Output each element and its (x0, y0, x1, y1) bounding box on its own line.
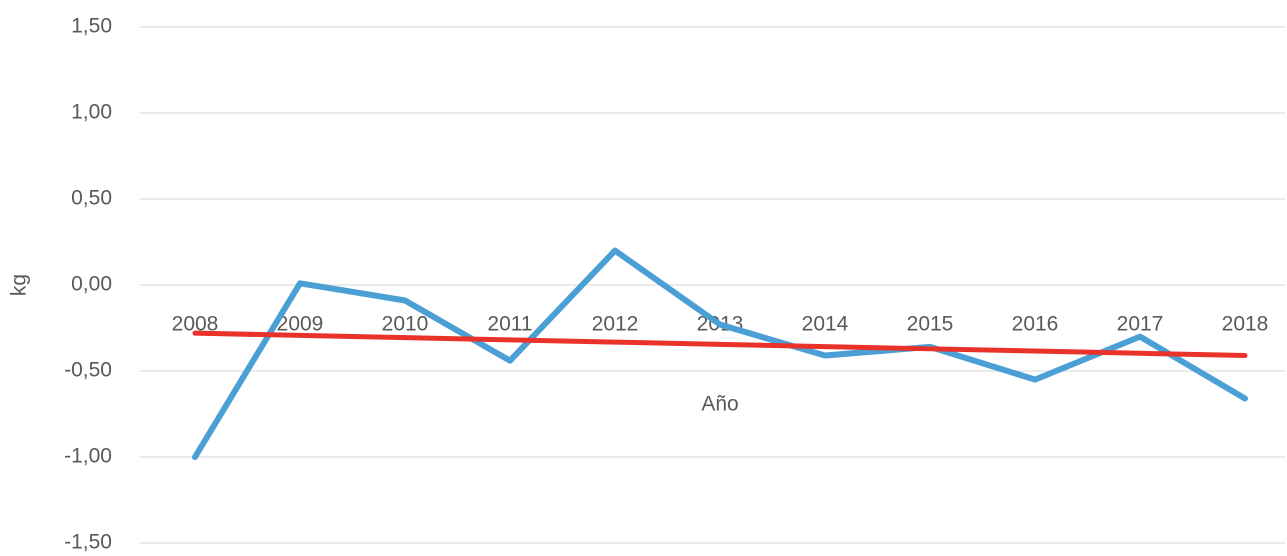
x-tick-label: 2012 (592, 313, 639, 336)
x-tick-label: 2018 (1222, 313, 1269, 336)
x-tick-label: 2009 (277, 313, 324, 336)
y-tick-label: 1,00 (71, 101, 112, 124)
y-tick-label: -1,50 (64, 531, 112, 554)
y-axis-title: kg (8, 274, 31, 296)
y-tick-label: 1,50 (71, 15, 112, 38)
y-tick-label: 0,50 (71, 187, 112, 210)
x-tick-label: 2017 (1117, 313, 1164, 336)
x-tick-label: 2010 (382, 313, 429, 336)
data-line (192, 247, 1248, 460)
x-tick-label: 2016 (1012, 313, 1059, 336)
x-tick-label: 2008 (172, 313, 219, 336)
x-tick-label: 2011 (487, 313, 532, 336)
x-tick-label: 2014 (802, 313, 849, 336)
x-tick-label: 2015 (907, 313, 954, 336)
trend-line (192, 330, 1248, 359)
y-tick-label: -0,50 (64, 359, 112, 382)
y-tick-label: -1,00 (64, 445, 112, 468)
y-tick-label: 0,00 (71, 273, 112, 296)
x-axis-title: Año (701, 393, 738, 416)
